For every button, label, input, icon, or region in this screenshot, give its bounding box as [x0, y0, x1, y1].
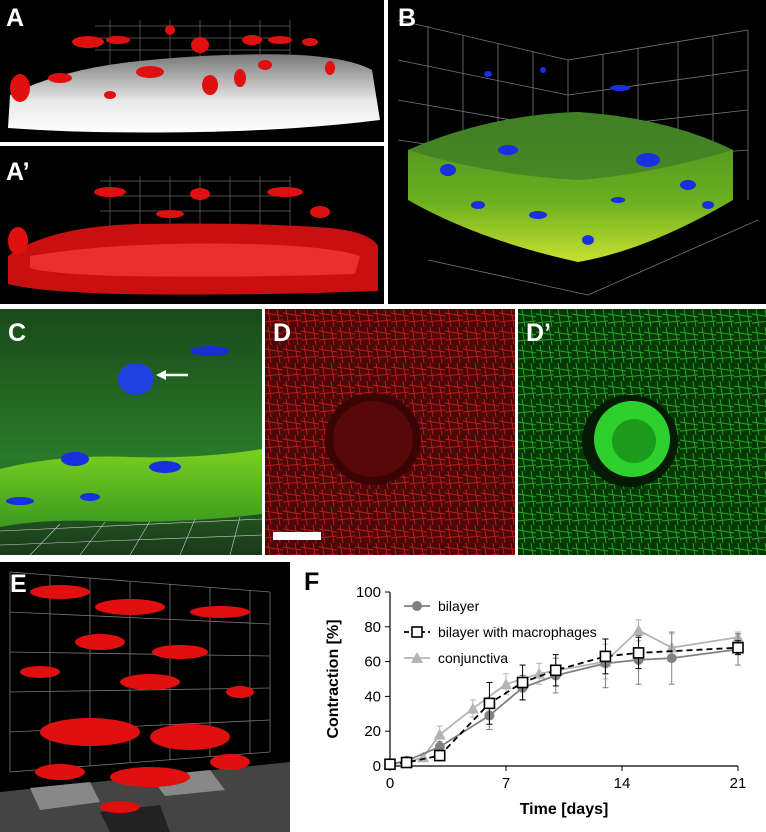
panel-d-prime-label: D’: [526, 319, 551, 347]
y-tick-label: 60: [364, 654, 381, 671]
panel-a: A: [0, 0, 384, 142]
panel-c-label: C: [8, 319, 27, 347]
x-tick-label: 14: [614, 775, 631, 792]
legend-marker: [411, 626, 423, 638]
y-tick-label: 40: [364, 688, 381, 705]
panel-a-prime: A’: [0, 146, 384, 304]
panel-d-label: D: [273, 319, 292, 347]
x-tick-label: 21: [730, 775, 747, 792]
contraction-chart: 0 20 40 60 80 100 0 7 14 21 Time [days] Contraction…: [325, 584, 747, 818]
panel-b-label: B: [398, 4, 417, 32]
data-point-conjunctiva: [466, 702, 479, 714]
x-tick-label: 7: [502, 775, 510, 792]
legend-label: conjunctiva: [438, 650, 508, 666]
panel-a-prime-label: A’: [6, 158, 30, 186]
panel-d: D: [265, 309, 515, 555]
panel-b-image: [397, 19, 759, 296]
data-point-conjunctiva: [500, 678, 512, 690]
data-point-bilayer-with-macrophages: [549, 664, 562, 677]
panel-e: E: [0, 562, 290, 832]
y-tick-label: 20: [364, 723, 381, 740]
panel-e-image: [0, 571, 290, 832]
panel-b: B: [388, 0, 766, 304]
panel-f-label: F: [304, 568, 320, 596]
data-point-conjunctiva: [433, 728, 446, 740]
data-point-bilayer: [434, 741, 445, 752]
data-point-bilayer-with-macrophages: [732, 641, 744, 654]
legend-marker: [411, 652, 423, 663]
data-point-conjunctiva: [632, 624, 645, 636]
data-point-bilayer-with-macrophages: [384, 758, 396, 771]
y-tick-label: 0: [373, 758, 381, 775]
panel-d-prime-image: [518, 309, 766, 555]
x-tick-label: 0: [386, 775, 394, 792]
data-point-bilayer-with-macrophages: [516, 676, 529, 689]
panel-a-image: [8, 20, 380, 133]
panel-a-label: A: [6, 4, 25, 32]
panel-c: C: [0, 309, 262, 555]
legend-label: bilayer with macrophages: [438, 624, 597, 640]
panel-d-prime: D’: [518, 309, 766, 555]
panel-a-prime-image: [8, 176, 378, 295]
y-axis-label: Contraction [%]: [325, 619, 342, 738]
x-axis-label: Time [days]: [520, 801, 609, 818]
data-point-bilayer-with-macrophages: [483, 697, 496, 710]
data-point-bilayer-with-macrophages: [599, 650, 612, 663]
panel-e-label: E: [10, 570, 27, 598]
data-point-bilayer: [666, 653, 677, 664]
panel-c-image: [0, 309, 262, 555]
legend-label: bilayer: [438, 598, 480, 614]
data-point-bilayer-with-macrophages: [433, 749, 446, 762]
y-tick-label: 100: [356, 584, 381, 601]
data-point-bilayer-with-macrophages: [400, 756, 413, 769]
scale-bar: [273, 532, 321, 540]
legend-marker: [412, 601, 422, 611]
series-line-bilayer: [389, 648, 739, 766]
data-point-bilayer-with-macrophages: [632, 647, 645, 659]
y-tick-label: 80: [364, 619, 381, 636]
panel-d-image: [265, 309, 515, 555]
panel-f: F 0 20 40 60 80 100 0 7 14 21 Time [days] Contracti…: [300, 562, 766, 832]
